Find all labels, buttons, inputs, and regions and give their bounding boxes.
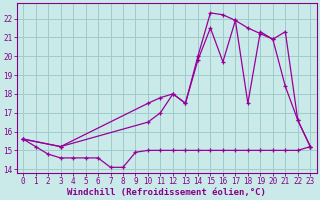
X-axis label: Windchill (Refroidissement éolien,°C): Windchill (Refroidissement éolien,°C) — [67, 188, 266, 197]
